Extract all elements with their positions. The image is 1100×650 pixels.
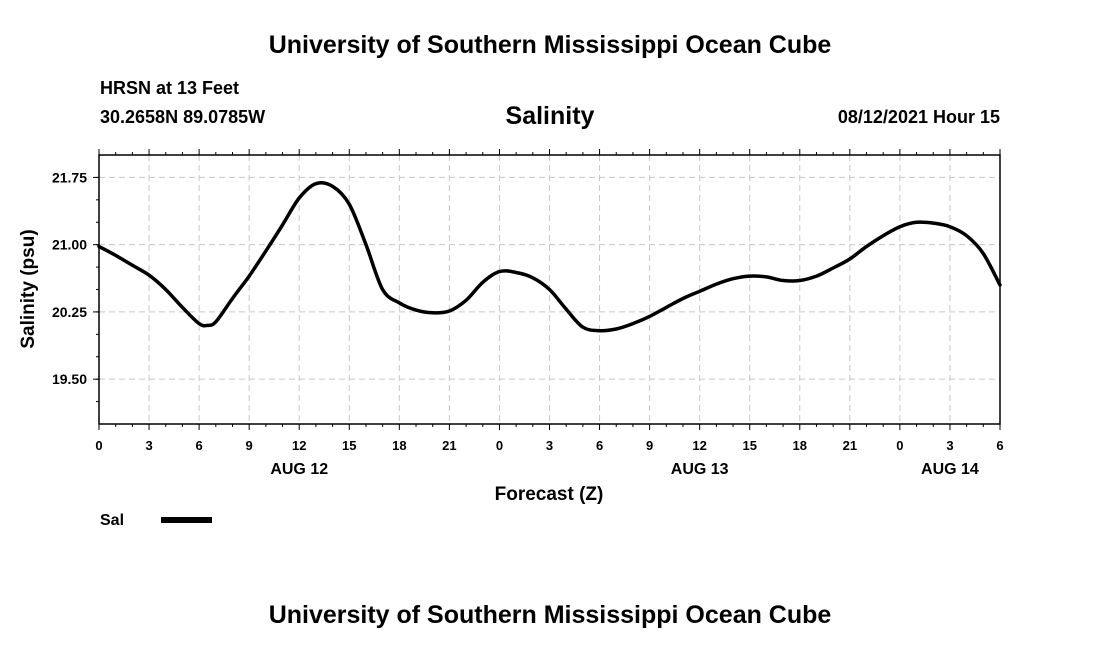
y-tick-label: 19.50 [52,371,87,387]
x-axis-label: Forecast (Z) [495,484,604,505]
plot-frame [98,154,1001,425]
footer-title: University of Southern Mississippi Ocean… [268,601,832,629]
station-name: HRSN at 13 Feet [100,78,240,98]
date-label: AUG 14 [921,461,979,478]
grid-lines [99,155,1000,424]
x-tick-label: 6 [996,438,1003,453]
y-tick-label: 20.25 [52,304,87,320]
y-tick-label: 21.75 [52,169,87,185]
x-tick-label: 12 [692,438,706,453]
axis-labels: 0 3 6 9 12 15 18 21 0 3 6 9 12 15 18 21 0 3 6 19.50 20.25 21.… [52,169,1004,478]
x-tick-label: 3 [145,438,152,453]
x-tick-label: 21 [843,438,857,453]
x-tick-label: 9 [246,438,253,453]
x-tick-label: 0 [896,438,903,453]
x-tick-label: 3 [946,438,953,453]
x-tick-label: 0 [496,438,503,453]
y-axis-label: Salinity (psu) [18,229,39,348]
station-coordinates: 30.2658N 89.0785W [100,107,266,127]
y-tick-label: 21.00 [52,237,87,253]
x-tick-label: 0 [95,438,102,453]
x-tick-label: 6 [596,438,603,453]
x-tick-label: 18 [392,438,406,453]
x-tick-label: 15 [742,438,756,453]
x-tick-label: 6 [195,438,202,453]
axis-ticks [93,149,1001,430]
x-tick-label: 3 [546,438,553,453]
chart-title: University of Southern Mississippi Ocean… [268,31,832,59]
variable-title: Salinity [505,102,595,130]
salinity-series-line [97,181,1002,333]
x-tick-label: 15 [342,438,356,453]
forecast-datetime: 08/12/2021 Hour 15 [837,107,1000,127]
x-tick-label: 18 [793,438,807,453]
x-tick-label: 9 [646,438,653,453]
legend-label: Sal [100,512,124,529]
date-label: AUG 12 [270,461,328,478]
x-tick-label: 21 [442,438,456,453]
date-label: AUG 13 [671,461,729,478]
x-tick-label: 12 [292,438,306,453]
